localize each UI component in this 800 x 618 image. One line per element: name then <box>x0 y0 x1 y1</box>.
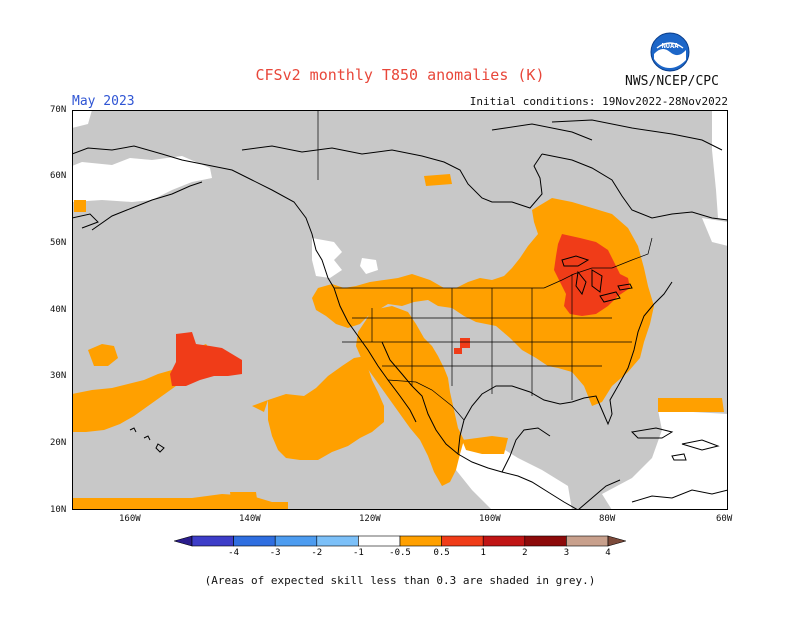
lon-label-120w: 120W <box>359 514 381 524</box>
color-legend: -4 -3 -2 -1 -0.5 0.5 1 2 3 4 <box>174 535 626 558</box>
legend-label: -0.5 <box>389 548 411 558</box>
legend-label: 4 <box>605 548 610 558</box>
legend-swatch <box>358 535 401 547</box>
lat-label-60n: 60N <box>50 171 67 181</box>
logo-text: NOAA <box>662 42 680 50</box>
lat-label-40n: 40N <box>50 305 67 315</box>
legend-label: -3 <box>270 548 281 558</box>
forecast-period: May 2023 <box>72 94 135 109</box>
lon-label-80w: 80W <box>599 514 616 524</box>
agency-label: NWS/NCEP/CPC <box>625 74 719 89</box>
legend-swatch <box>482 535 526 547</box>
map-title: CFSv2 monthly T850 anomalies (K) <box>255 66 545 84</box>
lon-label-100w: 100W <box>479 514 501 524</box>
legend-swatch <box>274 535 318 547</box>
legend-labels: -4 -3 -2 -1 -0.5 0.5 1 2 3 4 <box>228 548 611 558</box>
lon-label-160w: 160W <box>119 514 141 524</box>
lon-label-140w: 140W <box>239 514 261 524</box>
political-boundaries <box>317 110 653 421</box>
legend-label: 0.5 <box>433 548 449 558</box>
noaa-logo-icon: NOAA <box>650 32 690 72</box>
legend-label: 3 <box>564 548 569 558</box>
lon-label-60w: 60W <box>716 514 733 524</box>
legend-swatch <box>441 535 484 547</box>
coastlines <box>72 119 728 510</box>
footnote: (Areas of expected skill less than 0.3 a… <box>204 574 596 587</box>
legend-label: -1 <box>353 548 364 558</box>
legend-label: -4 <box>228 548 239 558</box>
lat-label-30n: 30N <box>50 371 67 381</box>
legend-swatch <box>566 535 609 547</box>
legend-swatch <box>607 535 626 547</box>
legend-swatch <box>399 535 442 547</box>
lat-label-10n: 10N <box>50 505 67 515</box>
legend-label: -2 <box>311 548 322 558</box>
legend-swatches <box>174 535 626 547</box>
lat-label-20n: 20N <box>50 438 67 448</box>
legend-label: 2 <box>522 548 527 558</box>
legend-swatch <box>191 535 234 547</box>
lat-label-70n: 70N <box>50 105 67 115</box>
lat-label-50n: 50N <box>50 238 67 248</box>
legend-label: 1 <box>480 548 485 558</box>
anomaly-map <box>72 110 728 510</box>
map-frame <box>72 110 728 510</box>
legend-swatch <box>174 535 193 547</box>
legend-swatch <box>316 535 359 547</box>
legend-swatch <box>524 535 567 547</box>
initial-conditions: Initial conditions: 19Nov2022-28Nov2022 <box>469 95 728 108</box>
legend-swatch <box>233 535 276 547</box>
